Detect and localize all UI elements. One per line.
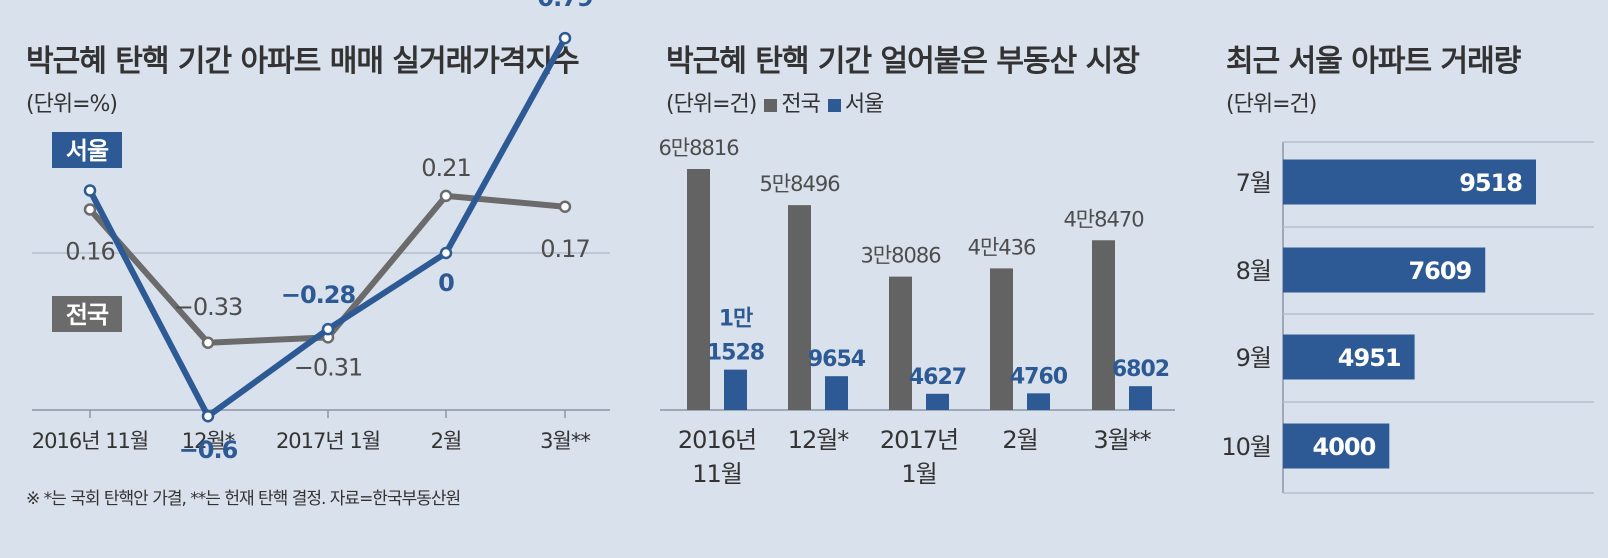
bar-label-seoul: 1528: [707, 341, 764, 366]
value-label-nationwide: 0.21: [421, 154, 470, 182]
bar-seoul: [926, 393, 949, 410]
line-chart-panel: 박근혜 탄핵 기간 아파트 매매 실거래가격지수 (단위=%) 2016년 11…: [0, 0, 630, 558]
bar-value-label: 4951: [1338, 344, 1401, 372]
hbar-chart-unit: (단위=건): [1226, 92, 1317, 117]
bar-label-nationwide: 4만8470: [1063, 207, 1143, 231]
series-badge-seoul: [52, 132, 122, 168]
bar-value-label: 9518: [1459, 169, 1522, 197]
category-label: 7월: [1236, 169, 1271, 197]
bar-label-seoul: 4627: [909, 365, 966, 390]
bar-label-seoul: 4760: [1010, 364, 1068, 389]
value-label-seoul: 0.79: [537, 0, 593, 12]
bar: [1283, 159, 1536, 205]
data-point-nationwide: [439, 189, 453, 203]
x-tick-label: 12월*: [182, 429, 235, 453]
bar-nationwide: [788, 205, 811, 410]
data-point-nationwide: [201, 336, 215, 350]
x-tick-label: 2017년: [880, 426, 958, 454]
bar-chart-panel: 박근혜 탄핵 기간 얼어붙은 부동산 시장 (단위=건) 전국 서울 2016년 11…: [630, 0, 1190, 558]
category-label: 10월: [1221, 433, 1271, 461]
bar: [1283, 423, 1390, 469]
x-tick-label: 2017년 1월: [276, 429, 380, 453]
value-label-nationwide: −0.33: [174, 293, 243, 321]
legend-label-seoul: 서울: [844, 92, 884, 117]
bar-label-seoul: 9654: [808, 347, 866, 372]
category-label: 8월: [1236, 257, 1271, 285]
x-tick-label: 1월: [901, 460, 936, 488]
hbar-chart-panel: 최근 서울 아파트 거래량 (단위=건) 9518 7월 7609 8월 4951 9월 4…: [1190, 0, 1608, 558]
bar-nationwide: [687, 169, 710, 410]
x-tick-label: 12월*: [788, 426, 850, 454]
value-label-seoul: 0: [438, 269, 454, 297]
bar-nationwide: [990, 268, 1013, 410]
legend-label-nationwide: 전국: [781, 92, 820, 117]
data-point-seoul: [558, 31, 572, 45]
value-label-seoul: −0.6: [179, 436, 238, 464]
line-chart-unit: (단위=%): [26, 92, 118, 117]
bar-label-nationwide: 4만436: [968, 235, 1036, 259]
bar-chart-legend: (단위=건) 전국 서울: [666, 86, 884, 118]
x-tick-label: 2월: [1002, 426, 1037, 454]
data-point-nationwide: [558, 200, 572, 214]
bar-seoul: [1027, 393, 1050, 410]
value-label-nationwide: 0.16: [65, 237, 114, 265]
x-tick-label: 2월: [431, 429, 462, 453]
bar-value-label: 4000: [1313, 433, 1376, 461]
x-tick-label: 3월**: [1093, 426, 1151, 454]
bar-chart-title: 박근혜 탄핵 기간 얼어붙은 부동산 시장: [666, 44, 1140, 79]
bar: [1283, 247, 1486, 293]
bar-label-nationwide: 3만8086: [860, 244, 941, 268]
bar-seoul: [825, 376, 848, 410]
bar-seoul: [1129, 386, 1152, 410]
data-point-seoul: [321, 322, 335, 336]
series-badge-label-seoul: 서울: [66, 137, 109, 165]
bar-chart-unit: (단위=건): [666, 92, 757, 117]
data-point-seoul: [439, 246, 453, 260]
bar-nationwide: [889, 276, 912, 410]
x-tick-label: 2016년: [678, 426, 756, 454]
bar-label-nationwide: 6만8816: [658, 136, 739, 160]
bar-label-seoul: 1만: [719, 307, 753, 332]
bar-label-nationwide: 5만8496: [759, 172, 840, 196]
bar-label-seoul: 6802: [1112, 357, 1169, 382]
value-label-seoul: −0.28: [281, 281, 356, 309]
x-tick-label: 2016년 11월: [32, 429, 148, 453]
bar-nationwide: [1092, 240, 1115, 410]
bar-seoul: [724, 369, 747, 410]
x-tick-label: 3월**: [540, 429, 590, 453]
legend-swatch-seoul: [827, 98, 841, 112]
line-chart-title: 박근혜 탄핵 기간 아파트 매매 실거래가격지수: [26, 44, 580, 79]
series-badge-label-nationwide: 전국: [66, 301, 109, 329]
line-chart-source-note: ※ *는 국회 탄핵안 가결, **는 헌재 탄핵 결정. 자료=한국부동산원: [26, 489, 461, 509]
bar-value-label: 7609: [1408, 257, 1471, 285]
data-point-seoul: [83, 184, 97, 197]
x-tick-label: 11월: [692, 460, 742, 488]
data-point-seoul: [201, 409, 215, 423]
hbar-chart-svg: 9518 7월 7609 8월 4951 9월 4000 10월: [1221, 141, 1594, 494]
value-label-nationwide: −0.31: [294, 353, 363, 381]
bar: [1283, 334, 1415, 380]
data-point-nationwide: [83, 203, 97, 216]
legend-swatch-nationwide: [764, 98, 778, 112]
category-label: 9월: [1236, 344, 1271, 372]
bar-chart-svg: 2016년 11월 12월* 2017년 1월 2월 3월** 6만8816 5만8496 3만8…: [658, 136, 1175, 488]
value-label-nationwide: 0.17: [540, 235, 589, 263]
series-badge-nationwide: [52, 296, 122, 332]
hbar-chart-title: 최근 서울 아파트 거래량: [1226, 44, 1521, 79]
